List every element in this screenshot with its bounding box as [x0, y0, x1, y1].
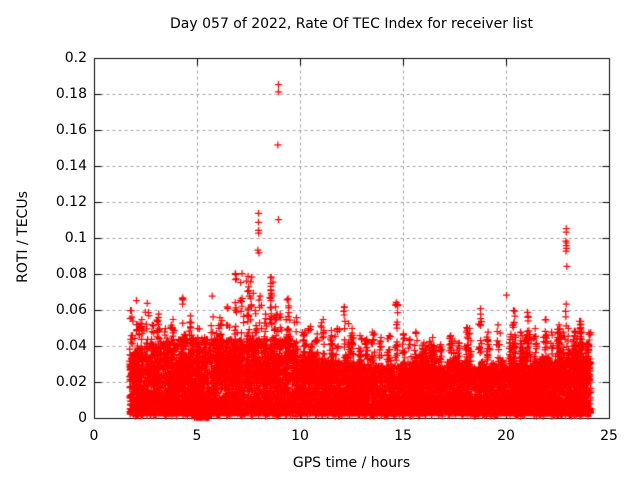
y-tick-label: 0.2 [64, 50, 87, 66]
y-tick-label: 0.02 [55, 374, 87, 390]
y-tick-label: 0.04 [55, 338, 87, 354]
x-tick-label: 0 [89, 428, 99, 444]
y-tick-label: 0.14 [55, 158, 87, 174]
x-tick-label: 20 [497, 428, 515, 444]
y-tick-label: 0.12 [55, 194, 87, 210]
x-axis-label: GPS time / hours [292, 455, 411, 471]
chart-title: Day 057 of 2022, Rate Of TEC Index for r… [170, 16, 533, 32]
y-tick-label: 0.16 [55, 122, 87, 138]
x-tick-label: 5 [192, 428, 202, 444]
y-tick-label: 0.06 [55, 302, 87, 318]
y-tick-label: 0.1 [64, 230, 87, 246]
x-tick-label: 15 [394, 428, 412, 444]
x-tick-label: 10 [291, 428, 309, 444]
y-tick-label: 0 [78, 410, 87, 426]
x-tick-label: 25 [600, 428, 618, 444]
y-tick-label: 0.18 [55, 86, 87, 102]
y-tick-label: 0.08 [55, 266, 87, 282]
